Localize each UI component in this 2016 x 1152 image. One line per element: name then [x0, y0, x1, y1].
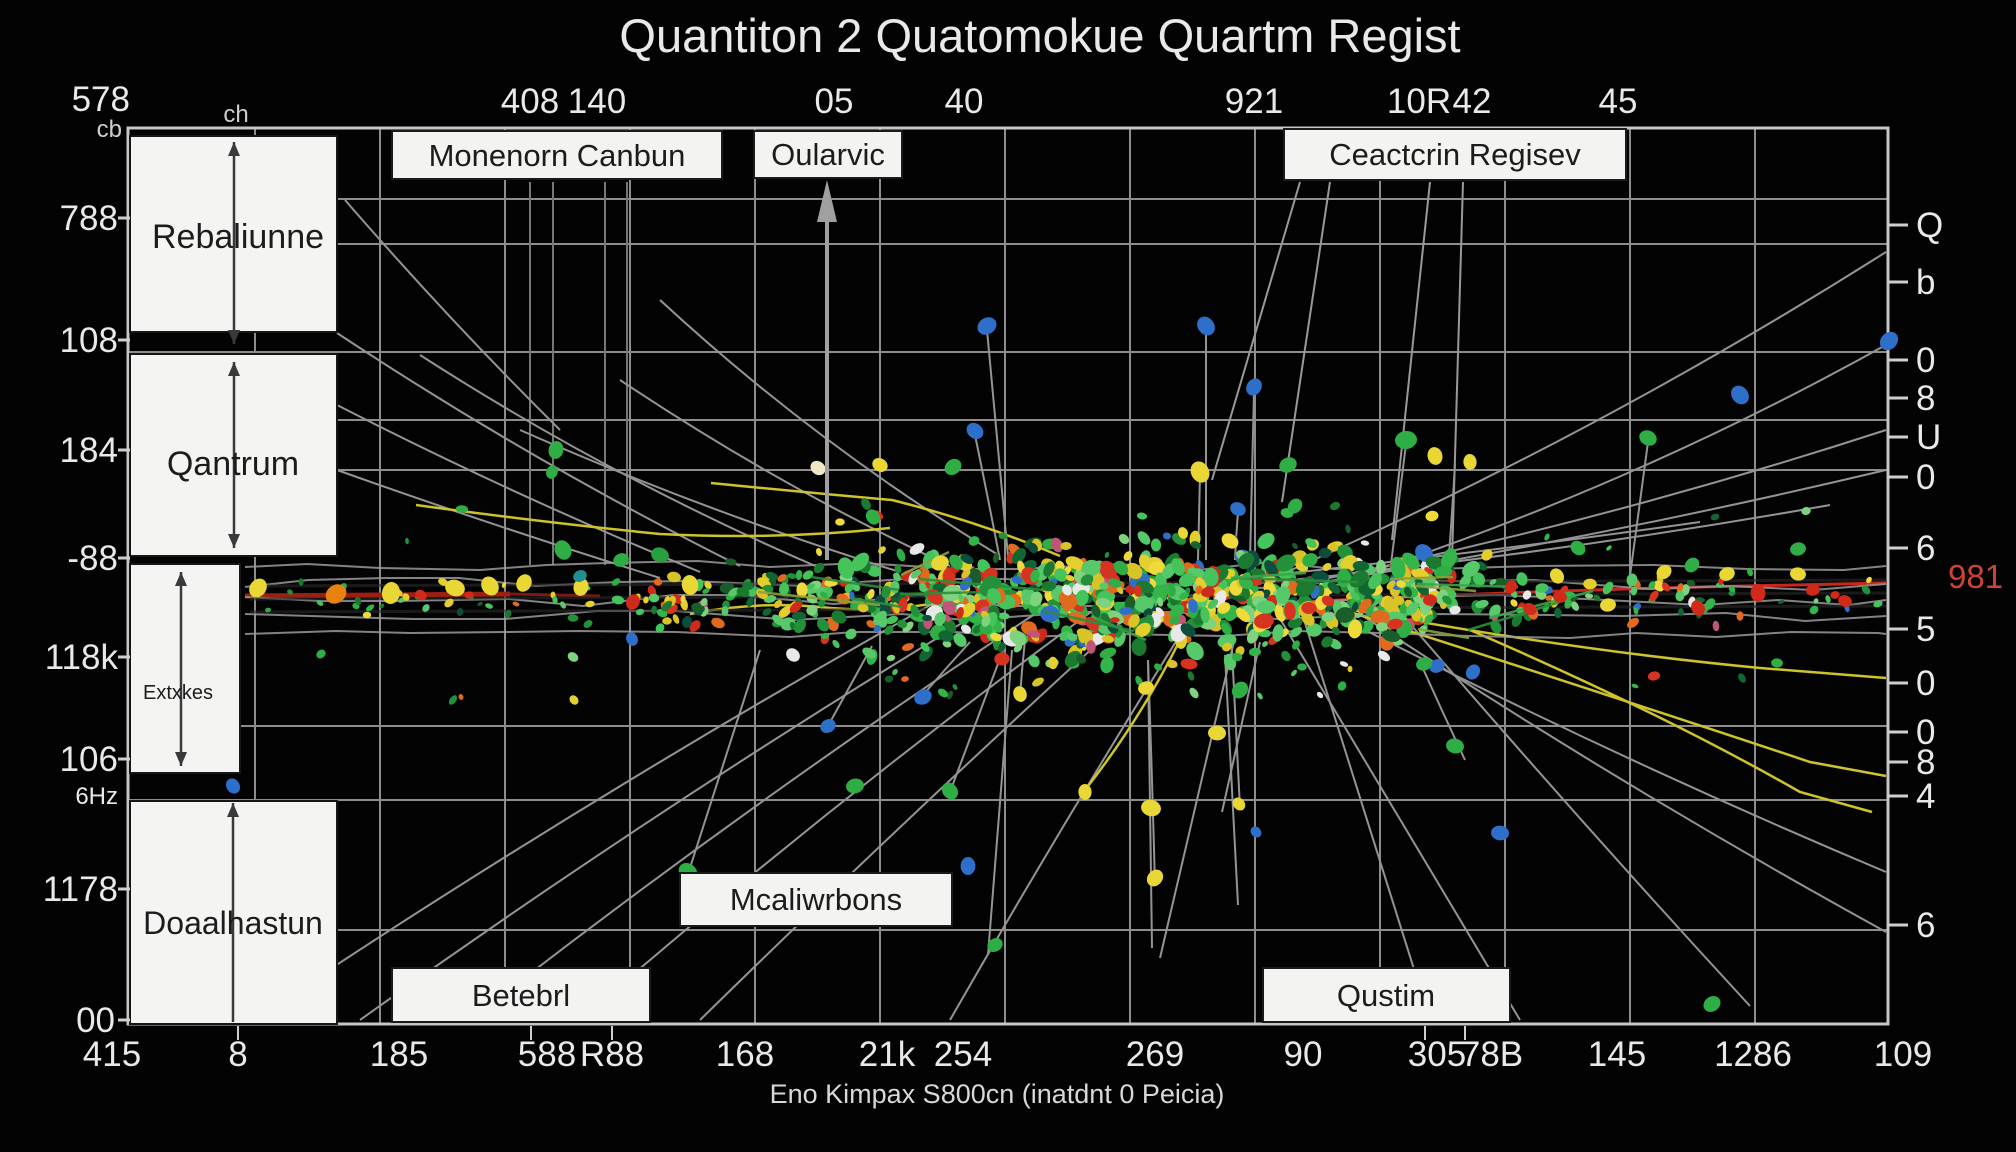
svg-text:185: 185: [370, 1035, 428, 1074]
svg-text:Mcaliwrbons: Mcaliwrbons: [730, 882, 902, 917]
svg-text:1178: 1178: [43, 870, 118, 909]
svg-text:6Hz: 6Hz: [75, 783, 118, 810]
svg-text:145: 145: [1588, 1035, 1646, 1074]
svg-text:Rebaliunne: Rebaliunne: [152, 218, 324, 256]
svg-text:42: 42: [1453, 82, 1492, 121]
svg-text:4: 4: [1916, 777, 1935, 816]
svg-text:305: 305: [1408, 1035, 1466, 1074]
svg-text:R88: R88: [580, 1035, 644, 1074]
svg-text:8: 8: [1916, 743, 1935, 782]
svg-text:578: 578: [72, 80, 130, 119]
svg-text:Betebrl: Betebrl: [472, 978, 570, 1013]
svg-text:140: 140: [568, 82, 626, 121]
svg-text:168: 168: [716, 1035, 774, 1074]
svg-text:184: 184: [60, 431, 118, 470]
svg-text:-88: -88: [67, 539, 118, 578]
svg-text:Doaalhastun: Doaalhastun: [143, 905, 323, 941]
svg-text:6: 6: [1916, 529, 1935, 568]
svg-text:109: 109: [1874, 1035, 1932, 1074]
svg-text:Quantiton 2 Quatomokue Quartm: Quantiton 2 Quatomokue Quartm Regist: [619, 9, 1460, 62]
svg-text:0: 0: [1916, 458, 1935, 497]
svg-text:05: 05: [815, 82, 854, 121]
svg-text:b: b: [1916, 263, 1935, 302]
svg-text:408: 408: [501, 82, 559, 121]
svg-text:788: 788: [60, 199, 118, 238]
svg-text:90: 90: [1284, 1035, 1323, 1074]
svg-text:106: 106: [60, 740, 118, 779]
svg-text:0: 0: [1916, 341, 1935, 380]
svg-text:269: 269: [1126, 1035, 1184, 1074]
svg-text:0: 0: [1916, 664, 1935, 703]
svg-text:ch: ch: [223, 101, 248, 128]
svg-text:921: 921: [1225, 82, 1283, 121]
svg-text:Ceactcrin Regisev: Ceactcrin Regisev: [1329, 137, 1581, 172]
svg-text:Qustim: Qustim: [1337, 978, 1435, 1013]
svg-text:45: 45: [1599, 82, 1638, 121]
svg-text:Q: Q: [1916, 206, 1943, 245]
svg-text:5: 5: [1916, 610, 1935, 649]
svg-text:Extxkes: Extxkes: [143, 682, 213, 704]
svg-text:118k: 118k: [45, 638, 119, 677]
svg-text:1286: 1286: [1714, 1035, 1792, 1074]
svg-text:415: 415: [83, 1035, 141, 1074]
svg-text:8: 8: [228, 1035, 247, 1074]
svg-text:cb: cb: [97, 116, 122, 143]
svg-text:981: 981: [1948, 558, 2003, 595]
svg-text:Oularvic: Oularvic: [771, 137, 885, 172]
svg-text:21k: 21k: [859, 1035, 916, 1074]
svg-text:0: 0: [1916, 713, 1935, 752]
svg-text:6: 6: [1916, 906, 1935, 945]
svg-text:40: 40: [945, 82, 984, 121]
svg-text:108: 108: [60, 321, 118, 360]
svg-text:78B: 78B: [1461, 1035, 1523, 1074]
svg-text:U: U: [1916, 418, 1941, 457]
svg-text:Qantrum: Qantrum: [167, 445, 299, 483]
svg-text:254: 254: [934, 1035, 992, 1074]
svg-text:Monenorn Canbun: Monenorn Canbun: [429, 138, 686, 173]
svg-text:10R: 10R: [1387, 82, 1451, 121]
svg-text:588: 588: [518, 1035, 576, 1074]
svg-text:Eno Kimpax S800cn (inatdnt 0 P: Eno Kimpax S800cn (inatdnt 0 Peicia): [770, 1079, 1225, 1109]
svg-text:00: 00: [76, 1001, 115, 1040]
svg-text:8: 8: [1916, 379, 1935, 418]
